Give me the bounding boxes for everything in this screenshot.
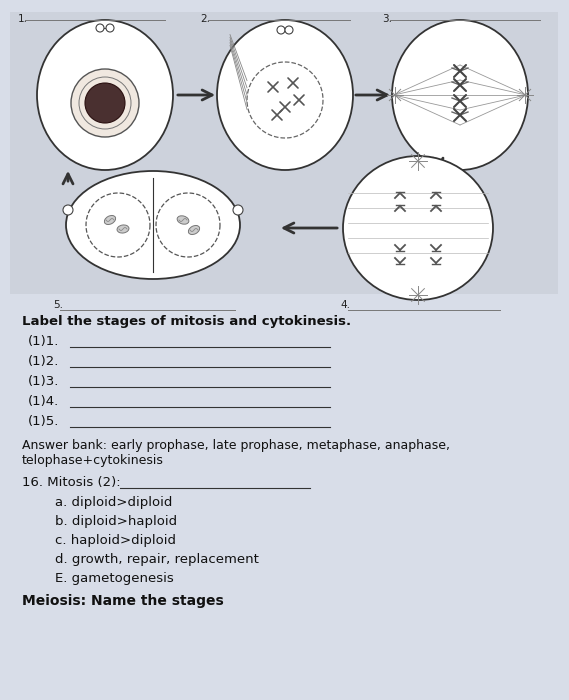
Text: Meiosis: Name the stages: Meiosis: Name the stages bbox=[22, 594, 224, 608]
Text: a. diploid>diploid: a. diploid>diploid bbox=[55, 496, 172, 509]
Ellipse shape bbox=[177, 216, 189, 224]
Text: E. gametogenesis: E. gametogenesis bbox=[55, 572, 174, 585]
Text: 1.: 1. bbox=[18, 14, 28, 24]
FancyBboxPatch shape bbox=[10, 12, 558, 294]
Ellipse shape bbox=[66, 171, 240, 279]
Circle shape bbox=[96, 24, 104, 32]
Circle shape bbox=[277, 26, 285, 34]
Text: (1)2.: (1)2. bbox=[28, 355, 59, 368]
Ellipse shape bbox=[188, 226, 200, 234]
Text: telophase+cytokinesis: telophase+cytokinesis bbox=[22, 454, 164, 467]
Ellipse shape bbox=[343, 156, 493, 300]
Circle shape bbox=[71, 69, 139, 137]
Text: Label the stages of mitosis and cytokinesis.: Label the stages of mitosis and cytokine… bbox=[22, 315, 351, 328]
Circle shape bbox=[233, 205, 243, 215]
Circle shape bbox=[285, 26, 293, 34]
Ellipse shape bbox=[104, 216, 116, 225]
Text: 3.: 3. bbox=[382, 14, 392, 24]
Text: (1)1.: (1)1. bbox=[28, 335, 59, 348]
Ellipse shape bbox=[217, 20, 353, 170]
Text: d. growth, repair, replacement: d. growth, repair, replacement bbox=[55, 553, 259, 566]
Ellipse shape bbox=[37, 20, 173, 170]
Text: (1)3.: (1)3. bbox=[28, 375, 59, 388]
Text: 2.: 2. bbox=[200, 14, 210, 24]
Text: 16. Mitosis (2):: 16. Mitosis (2): bbox=[22, 476, 121, 489]
Circle shape bbox=[85, 83, 125, 123]
Text: b. diploid>haploid: b. diploid>haploid bbox=[55, 515, 177, 528]
Ellipse shape bbox=[392, 20, 528, 170]
Text: c. haploid>diploid: c. haploid>diploid bbox=[55, 534, 176, 547]
Text: 5.: 5. bbox=[53, 300, 63, 310]
Ellipse shape bbox=[117, 225, 129, 233]
Text: 4.: 4. bbox=[340, 300, 350, 310]
Circle shape bbox=[63, 205, 73, 215]
Text: (1)5.: (1)5. bbox=[28, 415, 59, 428]
Text: (1)4.: (1)4. bbox=[28, 395, 59, 408]
Circle shape bbox=[106, 24, 114, 32]
Text: Answer bank: early prophase, late prophase, metaphase, anaphase,: Answer bank: early prophase, late propha… bbox=[22, 439, 450, 452]
